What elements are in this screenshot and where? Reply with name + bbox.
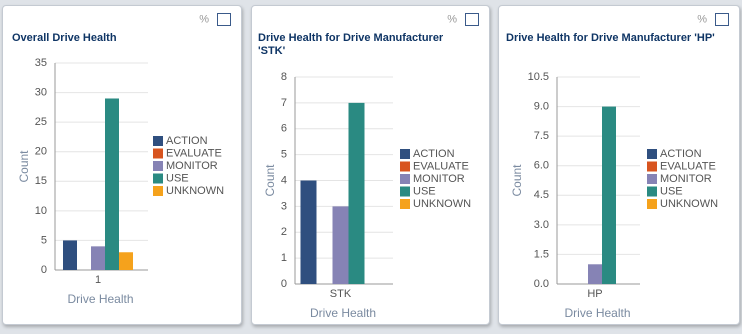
x-tick-label: 1 [95,274,101,286]
panel-icons[interactable]: % [199,13,231,26]
bar [91,246,105,270]
legend-label: MONITOR [413,173,465,185]
y-tick-label: 9.0 [534,100,549,112]
x-axis-label: Drive Health [564,306,630,320]
bar [300,180,317,284]
legend-swatch [153,161,163,171]
legend-label: ACTION [660,148,702,160]
panel-icons[interactable]: % [447,13,479,26]
y-tick-label: 20 [35,146,47,158]
bar [588,264,602,284]
y-axis-label: Count [263,164,277,197]
legend-swatch [153,148,163,159]
y-tick-label: 6.0 [534,160,549,172]
y-tick-label: 7 [281,97,287,109]
y-tick-label: 6 [281,123,287,135]
y-tick-label: 1.5 [534,248,549,260]
legend-swatch [400,149,410,159]
legend-label: EVALUATE [166,147,222,159]
y-tick-label: 4.5 [534,189,549,201]
legend-label: ACTION [413,148,455,160]
legend-label: EVALUATE [660,160,716,172]
y-tick-label: 1 [281,252,287,264]
legend-swatch [153,186,163,196]
chart-title: Drive Health for Drive Manufacturer 'HP' [506,32,715,44]
legend-label: USE [413,185,436,197]
legend-label: UNKNOWN [660,198,718,210]
legend-swatch [647,199,657,209]
legend-swatch [400,186,410,197]
legend-swatch [153,136,163,146]
legend-swatch [647,149,657,159]
y-tick-label: 0 [41,264,47,276]
y-tick-label: 8 [281,71,287,83]
legend-label: USE [166,172,189,184]
x-axis-label: Drive Health [310,306,376,320]
y-tick-label: 5 [41,234,47,246]
y-tick-label: 7.5 [534,130,549,142]
y-tick-label: 5 [281,149,287,161]
y-tick-label: 4 [281,174,287,186]
legend-swatch [647,161,657,172]
y-tick-label: 0 [281,278,287,290]
legend-label: USE [660,185,683,197]
legend-swatch [400,199,410,209]
panel: % Drive Health for Drive Manufacturer 'H… [498,5,740,325]
bar [602,106,616,284]
y-tick-label: 35 [35,57,47,69]
y-tick-label: 15 [35,175,47,187]
legend-label: MONITOR [660,173,712,185]
bar [332,206,349,284]
legend-label: EVALUATE [413,160,469,172]
legend-label: ACTION [166,135,208,147]
panel: % Drive Health for Drive Manufacturer 'S… [251,5,490,325]
panel: % Overall Drive Health [2,5,242,325]
y-tick-label: 3.0 [534,219,549,231]
legend-label: UNKNOWN [413,198,471,210]
y-tick-label: 25 [35,116,47,128]
legend-label: MONITOR [166,160,218,172]
x-tick-label: STK [330,288,352,300]
bar [63,240,77,270]
chart-title: Drive Health for Drive Manufacturer 'STK… [258,32,444,57]
bar [348,102,365,284]
chart-title: Overall Drive Health [12,32,117,44]
y-axis-label: Count [510,164,524,197]
panel-icons[interactable]: % [697,13,729,26]
legend-swatch [647,186,657,197]
y-tick-label: 3 [281,200,287,212]
bar [105,98,119,270]
y-axis-label: Count [17,150,31,183]
legend-swatch [153,173,163,184]
y-tick-label: 10 [35,205,47,217]
x-tick-label: HP [587,288,602,300]
bar [119,252,133,270]
legend-swatch [400,161,410,172]
y-tick-label: 10.5 [528,71,549,83]
legend-label: UNKNOWN [166,185,224,197]
legend-swatch [400,174,410,184]
y-tick-label: 0.0 [534,278,549,290]
legend-swatch [647,174,657,184]
y-tick-label: 30 [35,86,47,98]
y-tick-label: 2 [281,226,287,238]
x-axis-label: Drive Health [67,292,133,306]
